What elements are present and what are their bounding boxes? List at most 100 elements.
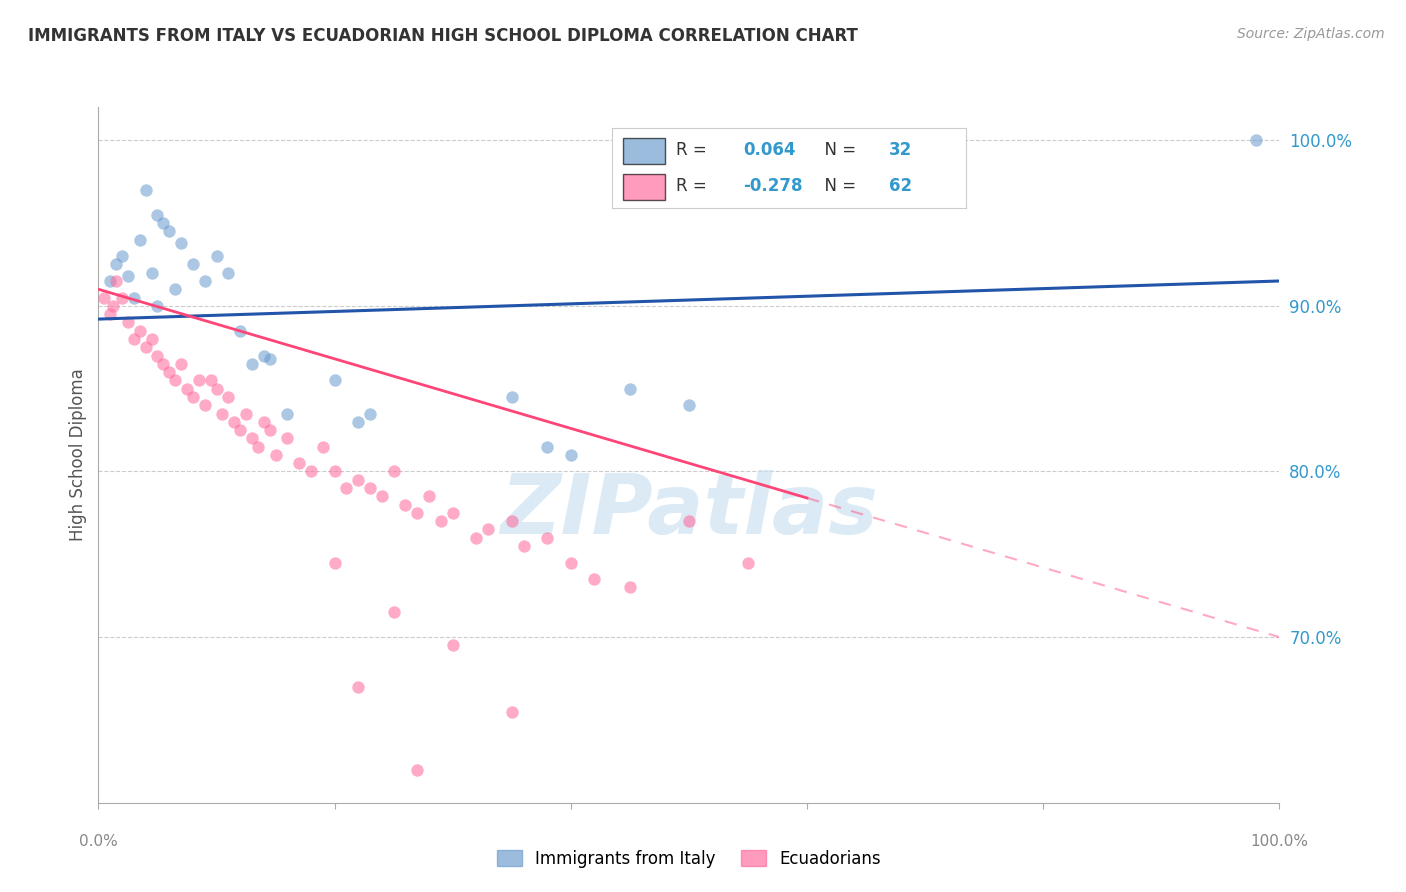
Point	[117, 268, 139, 283]
Text: 0.0%: 0.0%	[79, 834, 118, 849]
Point	[165, 282, 187, 296]
Point	[323, 556, 346, 570]
Point	[141, 332, 163, 346]
Point	[264, 448, 287, 462]
Point	[176, 382, 198, 396]
Point	[98, 274, 121, 288]
Text: 100.0%: 100.0%	[1250, 834, 1309, 849]
Point	[117, 315, 139, 329]
Point	[105, 274, 128, 288]
Point	[181, 390, 204, 404]
Point	[1244, 133, 1267, 147]
Point	[536, 440, 558, 454]
Point	[288, 456, 311, 470]
Point	[152, 216, 174, 230]
Point	[512, 539, 534, 553]
Point	[98, 307, 121, 321]
Text: Source: ZipAtlas.com: Source: ZipAtlas.com	[1237, 27, 1385, 41]
Point	[465, 531, 488, 545]
Point	[217, 390, 239, 404]
Point	[122, 332, 145, 346]
Point	[211, 407, 233, 421]
Point	[181, 257, 204, 271]
Point	[105, 257, 128, 271]
Point	[165, 373, 187, 387]
Point	[111, 249, 134, 263]
Point	[299, 465, 322, 479]
Point	[194, 398, 217, 412]
Point	[323, 465, 346, 479]
Point	[347, 680, 370, 694]
Point	[170, 235, 193, 250]
Point	[501, 514, 523, 528]
Point	[678, 398, 700, 412]
Point	[406, 506, 429, 520]
Point	[157, 224, 180, 238]
Point	[382, 605, 405, 619]
Point	[312, 440, 335, 454]
Text: IMMIGRANTS FROM ITALY VS ECUADORIAN HIGH SCHOOL DIPLOMA CORRELATION CHART: IMMIGRANTS FROM ITALY VS ECUADORIAN HIGH…	[28, 27, 858, 45]
Point	[737, 556, 759, 570]
Point	[253, 349, 276, 363]
Y-axis label: High School Diploma: High School Diploma	[69, 368, 87, 541]
Point	[347, 473, 370, 487]
Point	[418, 489, 440, 503]
Point	[441, 506, 464, 520]
Point	[146, 208, 169, 222]
Point	[152, 357, 174, 371]
Point	[276, 407, 298, 421]
Point	[170, 357, 193, 371]
Point	[122, 291, 145, 305]
Point	[246, 440, 269, 454]
Point	[229, 324, 252, 338]
Point	[157, 365, 180, 379]
Point	[441, 639, 464, 653]
Point	[347, 415, 370, 429]
Point	[141, 266, 163, 280]
Point	[259, 351, 281, 366]
Point	[253, 415, 276, 429]
Point	[323, 373, 346, 387]
Point	[560, 556, 582, 570]
Point	[406, 763, 429, 777]
Point	[200, 373, 222, 387]
Point	[128, 233, 150, 247]
Point	[205, 382, 228, 396]
Point	[146, 349, 169, 363]
Point	[146, 299, 169, 313]
Point	[187, 373, 209, 387]
Point	[430, 514, 453, 528]
Point	[128, 324, 150, 338]
Point	[583, 572, 606, 586]
Point	[111, 291, 134, 305]
Point	[536, 531, 558, 545]
Point	[678, 514, 700, 528]
Point	[359, 481, 381, 495]
Point	[371, 489, 394, 503]
Point	[560, 448, 582, 462]
Point	[93, 291, 115, 305]
Point	[101, 299, 124, 313]
Point	[259, 423, 281, 437]
Point	[501, 390, 523, 404]
Point	[240, 357, 263, 371]
Point	[217, 266, 239, 280]
Point	[135, 183, 157, 197]
Point	[135, 340, 157, 354]
Point	[194, 274, 217, 288]
Point	[477, 523, 499, 537]
Point	[619, 382, 641, 396]
Point	[394, 498, 416, 512]
Point	[501, 705, 523, 719]
Point	[235, 407, 257, 421]
Point	[229, 423, 252, 437]
Point	[335, 481, 357, 495]
Point	[619, 581, 641, 595]
Point	[359, 407, 381, 421]
Legend: Immigrants from Italy, Ecuadorians: Immigrants from Italy, Ecuadorians	[491, 844, 887, 875]
Point	[240, 431, 263, 445]
Point	[382, 465, 405, 479]
Point	[205, 249, 228, 263]
Point	[276, 431, 298, 445]
Text: ZIPatlas: ZIPatlas	[501, 470, 877, 551]
